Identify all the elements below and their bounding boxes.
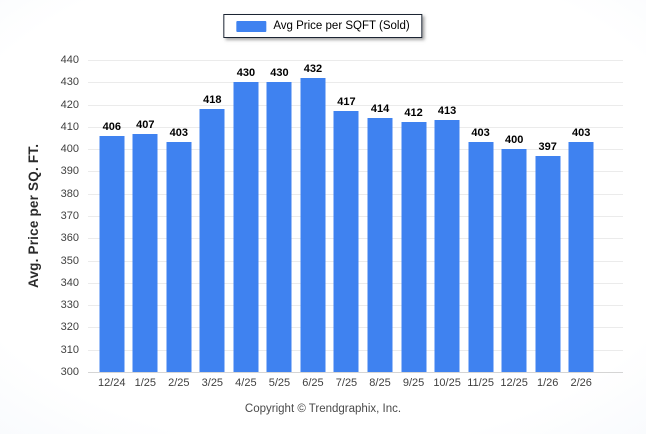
bar [166,142,192,372]
bar-value-label: 403 [471,127,490,140]
bar [401,122,427,372]
bar-slot: 400 [497,60,531,372]
bar-value-label: 406 [102,120,121,133]
bar [199,109,225,372]
bar [535,155,561,372]
bar-value-label: 400 [504,134,524,147]
bars-row: 406 407 403 418 430 430 432 417 414 412 413 403 400 3… [95,60,598,372]
bar-value-label: 418 [203,94,222,107]
bar-slot: 403 [564,60,598,372]
bar-value-label: 403 [572,127,591,140]
bar [434,120,460,372]
y-tick-label: 390 [60,165,79,178]
y-axis-ticks: 300 310 320 330 340 350 360 370 380 390 400 410 420 4… [0,54,83,378]
x-tick-label: 6/25 [302,377,324,389]
x-tick-label: 8/25 [369,377,391,389]
bar-value-label: 403 [169,127,189,140]
bar-value-label: 413 [437,105,457,118]
y-tick-label: 350 [60,254,79,267]
bar-value-label: 430 [236,67,256,80]
bar-slot: 413 [430,60,464,372]
x-tick-label: 5/25 [268,377,291,389]
x-axis-labels: 12/24 1/25 2/25 3/25 4/25 5/25 6/25 7/25 8/25 9/2… [95,377,598,389]
x-tick-label: 4/25 [235,377,257,389]
x-tick-label: 1/26 [536,377,559,389]
y-tick-label: 330 [60,299,79,312]
bar [568,142,594,372]
bar-value-label: 397 [538,140,557,153]
bar [367,117,393,372]
gridline [88,372,623,373]
bar-slot: 397 [531,60,565,372]
plot-area: 406 407 403 418 430 430 432 417 414 412 413 403 400 3… [88,60,623,373]
bar-value-label: 414 [370,102,390,115]
y-tick-label: 380 [60,187,79,200]
bar-value-label: 412 [404,107,423,120]
bar [300,77,326,372]
copyright-text: Copyright © Trendgraphix, Inc. [244,403,402,415]
y-tick-label: 310 [60,343,79,356]
bar [233,82,259,372]
bar [501,149,527,372]
gridline [88,82,623,84]
chart-legend: Avg Price per SQFT (Sold) [223,14,423,38]
bar-value-label: 430 [270,67,289,80]
bar-slot: 432 [296,60,330,372]
bar-value-label: 417 [337,96,356,109]
bar-slot: 430 [229,60,263,372]
legend-label: Avg Price per SQFT (Sold) [273,20,410,32]
x-tick-label: 10/25 [433,377,461,389]
y-tick-label: 340 [60,276,79,289]
x-tick-label: 9/25 [402,377,425,389]
x-tick-label: 12/24 [98,377,126,389]
bar-slot: 430 [263,60,297,372]
y-tick-label: 420 [60,98,79,111]
x-tick-label: 11/25 [467,377,494,389]
x-tick-label: 1/25 [134,377,156,389]
bar [266,82,292,372]
bar-value-label: 407 [136,118,155,131]
bar-slot: 406 [95,60,129,372]
bar-slot: 417 [330,60,364,372]
y-tick-label: 410 [60,120,79,133]
bar-slot: 403 [162,60,196,372]
bar [132,133,158,372]
y-tick-label: 440 [60,54,79,66]
bar-slot: 414 [363,60,397,372]
bar-slot: 418 [196,60,230,372]
bar-value-label: 432 [303,62,323,75]
bar [468,142,494,372]
x-tick-label: 7/25 [335,377,358,389]
legend-swatch [236,20,267,32]
x-tick-label: 2/26 [570,377,592,389]
bar-slot: 412 [397,60,431,372]
x-tick-label: 3/25 [201,377,224,389]
y-tick-label: 430 [60,76,79,89]
y-tick-label: 400 [60,143,79,156]
y-tick-label: 320 [60,321,79,334]
bar-slot: 407 [129,60,163,372]
gridline [88,104,623,106]
bar [333,111,359,372]
y-tick-label: 300 [60,366,79,378]
x-tick-label: 12/25 [500,377,528,389]
x-tick-label: 2/25 [168,377,190,389]
bar [99,135,125,372]
y-tick-label: 370 [60,210,79,222]
bar-slot: 403 [464,60,498,372]
gridline [88,60,623,61]
y-tick-label: 360 [60,232,79,245]
